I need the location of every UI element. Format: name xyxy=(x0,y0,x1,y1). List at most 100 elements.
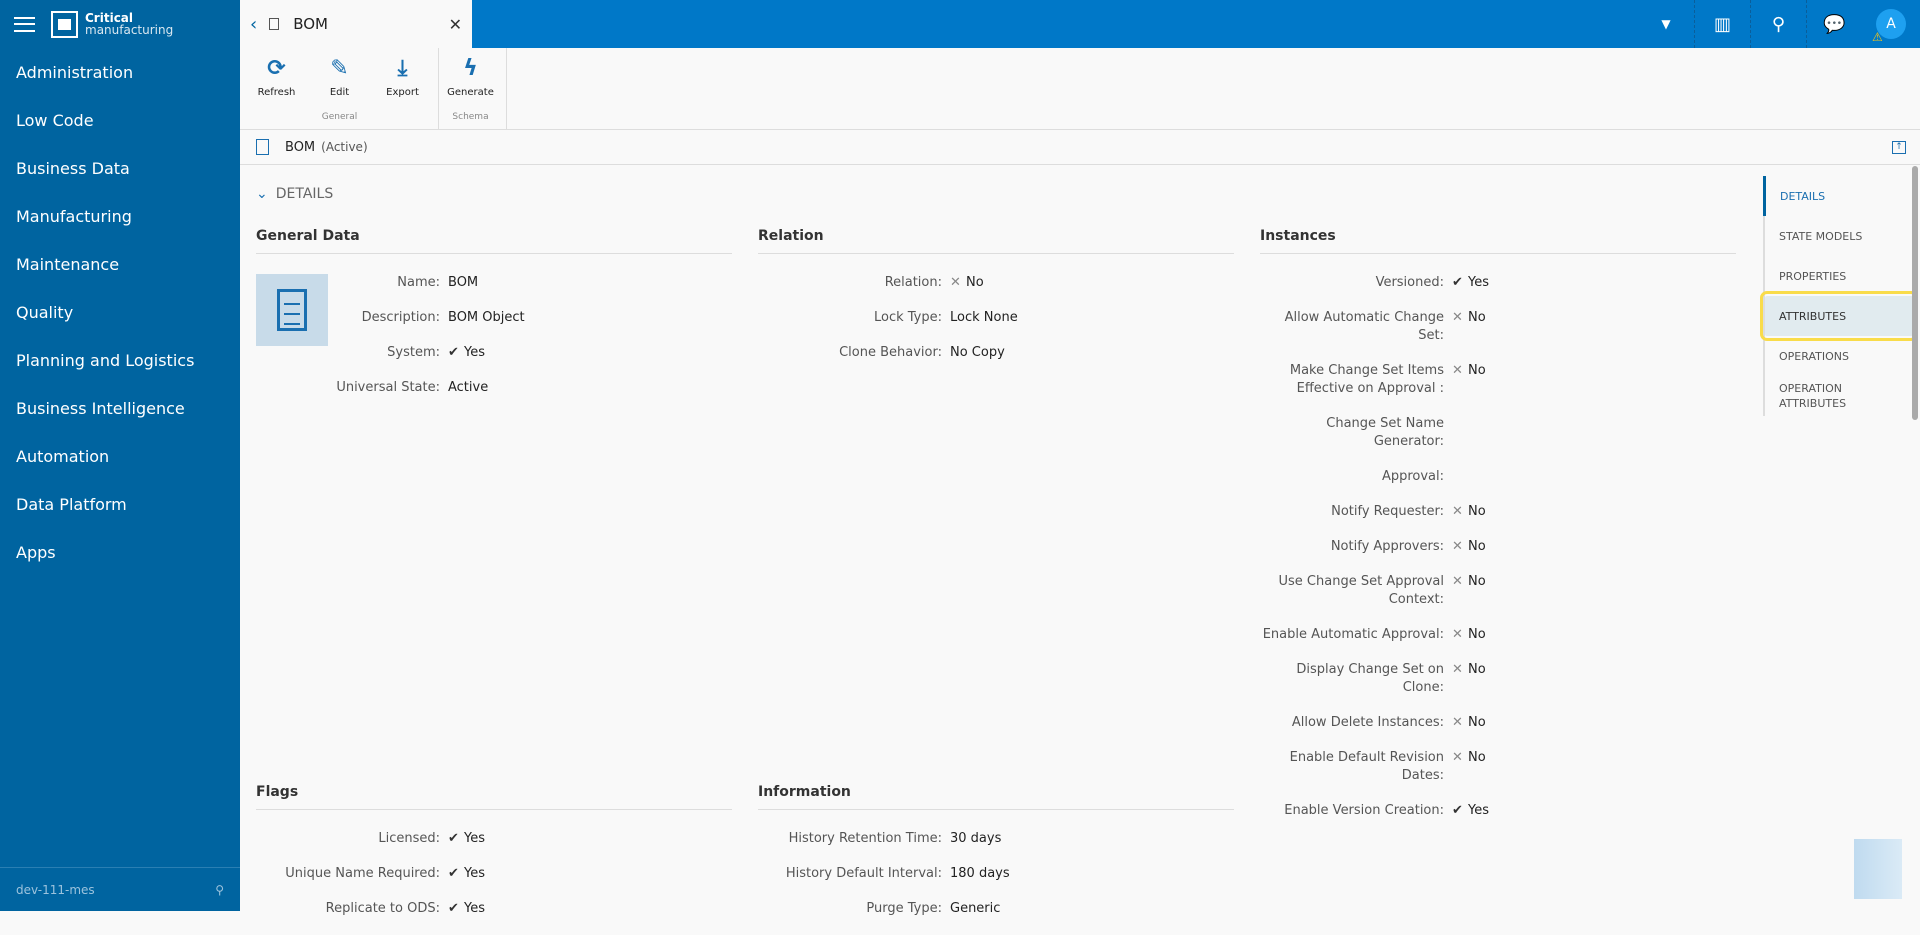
sidebar-item-business-data[interactable]: Business Data xyxy=(16,158,130,178)
close-tab-icon[interactable]: ✕ xyxy=(448,14,462,34)
field-row: Enable Automatic Approval: ✕ No xyxy=(1260,626,1736,644)
field-row: Universal State: Active xyxy=(256,379,732,397)
field-label: Use Change Set Approval Context: xyxy=(1278,574,1444,607)
field-value: Active xyxy=(448,379,488,397)
connection-icon: ⚲ xyxy=(215,882,224,897)
chat-icon[interactable]: 💬 xyxy=(1806,0,1862,48)
refresh-icon: ⟳ xyxy=(267,56,286,81)
nav-attributes[interactable]: ATTRIBUTES xyxy=(1760,291,1918,341)
tab-title: BOM xyxy=(293,15,328,33)
field-label: Clone Behavior: xyxy=(839,345,942,360)
flags-value: Yes xyxy=(464,866,485,881)
general-data-section: General Data Name: BOM Description: BOM Obje… xyxy=(256,228,732,414)
nav-operations[interactable]: OPERATIONS xyxy=(1779,349,1849,363)
field-row: Name: BOM xyxy=(256,274,732,292)
refresh-button[interactable]: ⟳ Refresh xyxy=(245,48,308,106)
sidebar-item-data-platform[interactable]: Data Platform xyxy=(16,494,127,514)
instances-value: No xyxy=(1468,310,1486,325)
nav-properties[interactable]: PROPERTIES xyxy=(1779,269,1847,283)
generate-button[interactable]: ϟ Generate xyxy=(439,48,502,106)
export-icon: ⤓ xyxy=(397,56,408,81)
field-label: Allow Automatic Change Set: xyxy=(1284,310,1444,343)
sidebar-item-apps[interactable]: Apps xyxy=(16,542,56,562)
sidebar: Critical manufacturing Administration Low… xyxy=(0,0,240,911)
field-row: Unique Name Required: ✔ Yes xyxy=(256,865,732,883)
sidebar-item-business-intelligence[interactable]: Business Intelligence xyxy=(16,398,185,418)
sidebar-item-quality[interactable]: Quality xyxy=(16,302,74,322)
generate-label: Generate xyxy=(447,87,494,98)
field-row: Make Change Set Items Effective on Appro… xyxy=(1260,362,1736,398)
field-row: Approval: xyxy=(1260,468,1736,486)
floating-widget[interactable] xyxy=(1854,839,1902,899)
field-row: History Retention Time: 30 days xyxy=(758,830,1234,848)
edit-button[interactable]: ✎ Edit xyxy=(308,48,371,106)
scrollbar[interactable] xyxy=(1912,166,1918,420)
field-value: ✔ Yes xyxy=(448,830,485,848)
group-label: General xyxy=(321,112,358,122)
pin-panel-icon[interactable]: ↑ xyxy=(1892,140,1906,154)
cross-icon: ✕ xyxy=(1452,539,1463,554)
check-icon: ✔ xyxy=(448,345,459,360)
field-label: Description: xyxy=(361,310,440,325)
nav-operation-attributes[interactable]: OPERATION ATTRIBUTES xyxy=(1779,382,1847,410)
field-label: Versioned: xyxy=(1375,275,1444,290)
cross-icon: ✕ xyxy=(1452,310,1463,325)
search-icon[interactable]: ⚲ xyxy=(1750,0,1806,48)
barcode-icon[interactable]: ▥ xyxy=(1694,0,1750,48)
field-label: Display Change Set on Clone: xyxy=(1296,662,1444,695)
general-value: BOM Object xyxy=(448,310,525,325)
instances-value: No xyxy=(1468,750,1486,765)
entity-image xyxy=(256,274,328,346)
field-value: ✕ No xyxy=(1452,661,1486,697)
hamburger-menu-icon[interactable] xyxy=(14,16,35,32)
export-button[interactable]: ⤓ Export xyxy=(371,48,434,106)
toolbar-buttons: ⟳ Refresh ✎ Edit ⤓ Export xyxy=(245,48,434,106)
field-row: Description: BOM Object xyxy=(256,309,732,327)
edit-icon: ✎ xyxy=(330,56,349,81)
field-value: BOM Object xyxy=(448,309,525,327)
sidebar-item-administration[interactable]: Administration xyxy=(16,62,134,82)
nav-state-models[interactable]: STATE MODELS xyxy=(1779,229,1863,243)
field-label: Enable Version Creation: xyxy=(1284,803,1444,818)
field-label: Relation: xyxy=(884,275,942,290)
field-label: Notify Approvers: xyxy=(1330,539,1444,554)
general-value: Yes xyxy=(464,345,485,360)
field-row: Display Change Set on Clone: ✕ No xyxy=(1260,661,1736,697)
nav-details[interactable]: DETAILS xyxy=(1763,176,1913,216)
field-value: ✕ No xyxy=(950,274,984,292)
cross-icon: ✕ xyxy=(1452,715,1463,730)
sidebar-item-planning-and-logistics[interactable]: Planning and Logistics xyxy=(16,350,195,370)
field-row: Notify Requester: ✕ No xyxy=(1260,503,1736,521)
details-section-toggle[interactable]: ⌄ DETAILS xyxy=(256,186,333,202)
brand-logo-text: Critical manufacturing xyxy=(85,12,173,36)
field-value: ✔ Yes xyxy=(1452,274,1489,292)
export-label: Export xyxy=(386,87,419,98)
field-value: 30 days xyxy=(950,830,1001,848)
warning-icon: ⚠ xyxy=(1872,30,1883,44)
details-header: DETAILS xyxy=(275,186,334,202)
sidebar-item-automation[interactable]: Automation xyxy=(16,446,110,466)
field-value: ✕ No xyxy=(1452,503,1486,521)
dropdown-icon[interactable]: ▼ xyxy=(1661,17,1671,31)
field-row: Versioned: ✔ Yes xyxy=(1260,274,1736,292)
sidebar-footer: dev-111-mes ⚲ xyxy=(0,867,240,911)
avatar[interactable]: A ⚠ xyxy=(1872,9,1906,44)
brand-line1: Critical xyxy=(85,11,134,25)
field-value: Lock None xyxy=(950,309,1018,327)
sidebar-item-maintenance[interactable]: Maintenance xyxy=(16,254,120,274)
information-title: Information xyxy=(758,784,1234,810)
back-icon[interactable]: ‹ xyxy=(250,13,258,35)
logo-icon xyxy=(51,10,78,38)
field-value: ✔ Yes xyxy=(1452,802,1489,820)
instances-value: No xyxy=(1468,574,1486,589)
sidebar-item-low-code[interactable]: Low Code xyxy=(16,110,94,130)
instances-section: Instances Versioned: ✔ Yes Allow Automatic C… xyxy=(1260,228,1736,837)
information-section: Information History Retention Time: 30 day… xyxy=(758,784,1234,935)
tab-bom[interactable]: ‹ BOM ✕ xyxy=(240,0,472,48)
field-row: Allow Automatic Change Set: ✕ No xyxy=(1260,309,1736,345)
sidebar-item-manufacturing[interactable]: Manufacturing xyxy=(16,206,132,226)
group-label: Schema xyxy=(452,112,489,122)
field-label: Unique Name Required: xyxy=(285,866,440,881)
cross-icon: ✕ xyxy=(1452,574,1463,589)
instances-value: No xyxy=(1468,539,1486,554)
